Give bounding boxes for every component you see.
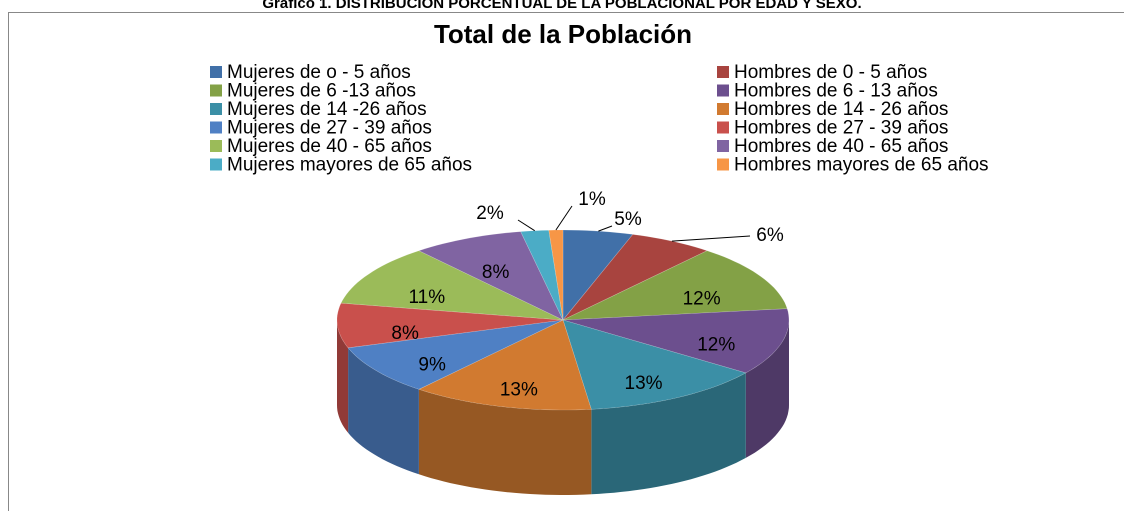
legend-swatch [210,158,222,171]
legend-label: Hombres de 14 - 26 años [734,99,948,120]
legend-swatch [717,140,729,152]
data-label: 1% [578,189,606,210]
legend-swatch [210,140,222,152]
data-label: 9% [418,354,446,375]
data-label: 5% [614,209,642,230]
data-label: 13% [625,373,663,394]
data-label: 11% [409,287,446,308]
legend-label: Mujeres de 40 - 65 años [227,136,432,157]
slice [562,234,708,321]
data-label: 12% [683,289,721,310]
legend-swatch [717,158,729,171]
slice-side [418,389,592,495]
slice [336,302,564,349]
legend-label: Mujeres de o - 5 años [227,62,411,83]
legend-label: Hombres de 40 - 65 años [734,136,948,157]
chart-caption: Gráfico 1. DISTRIBUCIÓN PORCENTUAL DE LA… [262,0,861,12]
slice [562,229,634,321]
data-label: 12% [697,335,735,356]
legend-label: Mujeres de 14 -26 años [227,99,427,120]
legend-label: Hombres mayores de 65 años [734,155,989,176]
slice [347,319,564,390]
legend-label: Mujeres mayores de 65 años [227,155,472,176]
leader-line [517,219,535,232]
data-label: 8% [482,262,510,283]
legend-swatch [717,121,729,134]
slice [340,250,564,321]
legend-swatch [717,103,729,115]
legend-label: Hombres de 27 - 39 años [734,118,948,139]
slice [562,319,747,410]
slice-side [745,320,789,458]
leader-line [671,235,751,242]
legend-swatch [210,66,222,78]
legend-label: Hombres de 6 - 13 años [734,81,938,102]
data-label: 13% [500,380,538,401]
data-label: 8% [391,323,419,344]
slice-side [337,320,349,433]
slice [418,319,592,411]
legend-label: Hombres de 0 - 5 años [734,62,927,83]
leader-line [555,205,573,231]
legend-swatch [717,84,729,97]
slice [418,231,564,321]
slice-side [591,372,746,495]
slice [562,308,790,374]
slice [562,250,788,321]
legend-swatch [210,84,222,97]
legend-label: Mujeres de 27 - 39 años [227,118,432,139]
legend-swatch [210,103,222,115]
leader-line [598,225,613,232]
slice-side [348,347,419,475]
legend-label: Mujeres de 6 -13 años [227,81,416,102]
data-label: 2% [476,203,504,224]
legend-swatch [717,66,729,78]
chart-title: Total de la Población [434,19,692,49]
legend-swatch [210,121,222,134]
data-label: 6% [756,225,784,246]
